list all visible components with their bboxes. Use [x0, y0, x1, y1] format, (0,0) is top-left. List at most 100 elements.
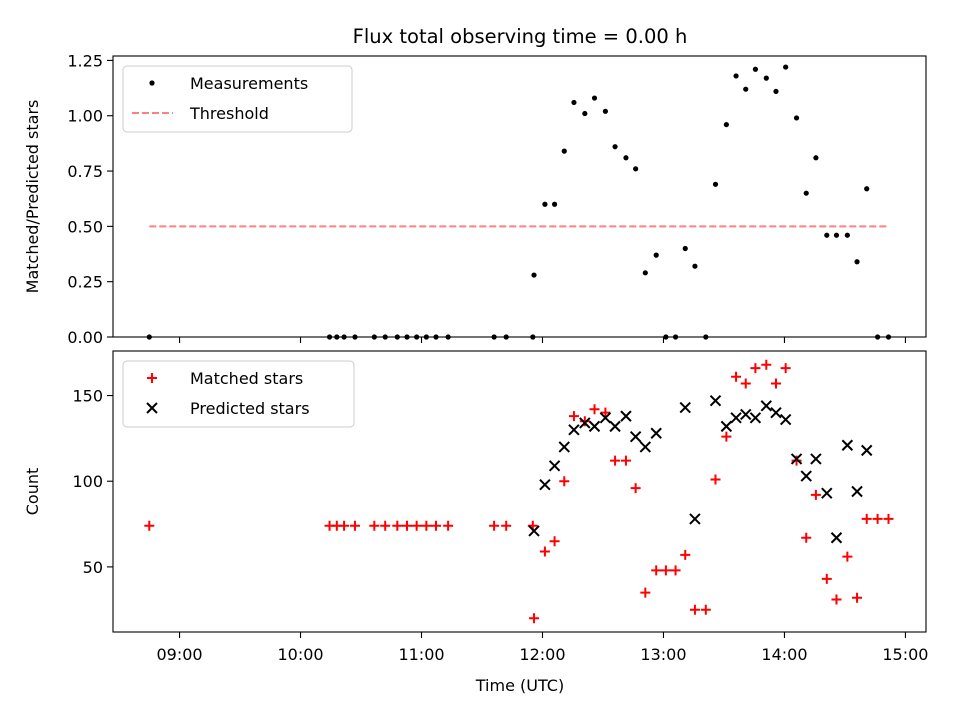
y-tick-label: 150: [72, 387, 103, 406]
top-panel: 0.00 0.25 0.50 0.75 1.00 1.25 Matched/Predicte…: [23, 51, 927, 347]
predicted-star-point: [548, 460, 561, 472]
matched-star-point: [392, 520, 403, 531]
matched-star-point: [610, 455, 621, 466]
matched-star-point: [651, 565, 662, 576]
measurement-point: [612, 144, 618, 150]
matched-star-point: [568, 411, 579, 422]
matched-star-point: [761, 359, 772, 370]
matched-star-point: [810, 489, 821, 500]
measurement-point: [743, 86, 749, 92]
x-tick-label: 13:00: [640, 645, 686, 664]
predicted-star-point: [709, 394, 722, 407]
predicted-star-point: [830, 532, 843, 544]
predicted-star-point: [639, 441, 652, 453]
matched-star-point: [421, 520, 432, 531]
measurement-point: [561, 148, 567, 154]
matched-star-point: [791, 455, 802, 466]
predicted-star-point: [779, 413, 792, 426]
measurement-point: [571, 99, 577, 106]
predicted-star-point: [579, 417, 591, 429]
legend-label: Predicted stars: [190, 399, 310, 418]
legend-label: Matched stars: [190, 369, 303, 388]
matched-star-point: [710, 474, 721, 485]
predicted-star-point: [800, 470, 812, 482]
matched-star-point: [411, 520, 422, 531]
measurement-point: [864, 186, 870, 192]
measurement-point: [582, 110, 588, 117]
matched-star-point: [731, 371, 742, 382]
axes-frame: [112, 55, 927, 338]
matched-star-point: [640, 587, 651, 598]
measurement-point: [653, 252, 659, 258]
matched-star-point: [539, 546, 550, 557]
measurement-point: [591, 95, 598, 101]
series-predicted-stars: [528, 394, 873, 544]
matched-star-point: [443, 520, 454, 531]
matched-star-point: [852, 592, 863, 603]
x-tick-label: 14:00: [761, 645, 807, 664]
measurement-point: [712, 181, 719, 187]
chart-title: Flux total observing time = 0.00 h: [353, 25, 688, 48]
x-tick-label: 12:00: [519, 645, 565, 664]
legend-label: Threshold: [189, 104, 269, 123]
predicted-star-point: [821, 487, 833, 499]
y-tick-label: 0.25: [67, 273, 103, 292]
measurement-point: [783, 64, 789, 70]
matched-star-point: [689, 604, 700, 615]
measurement-point: [602, 108, 608, 114]
predicted-star-point: [650, 427, 662, 439]
predicted-star-point: [720, 420, 733, 433]
measurement-point: [682, 245, 688, 252]
matched-star-point: [589, 404, 600, 415]
matched-star-point: [600, 407, 611, 418]
matched-star-point: [579, 416, 590, 427]
matched-star-point: [831, 594, 842, 605]
y-axis-label: Count: [23, 468, 42, 516]
predicted-star-point: [539, 478, 551, 491]
matched-star-point: [670, 565, 681, 576]
matched-star-point: [144, 520, 155, 531]
matched-star-point: [369, 520, 380, 531]
matched-star-point: [339, 520, 350, 531]
matched-star-point: [680, 549, 691, 560]
matched-star-point: [620, 455, 631, 466]
legend-matched-marker: [147, 373, 157, 383]
x-axis-label: Time (UTC): [475, 676, 564, 695]
x-tick-label: 10:00: [277, 645, 323, 664]
legend-label: Measurements: [190, 74, 308, 93]
matched-star-point: [380, 520, 391, 531]
matched-star-point: [821, 573, 832, 584]
measurement-point: [551, 201, 558, 207]
measurement-point: [531, 272, 537, 278]
matched-star-point: [740, 378, 751, 389]
measurement-point: [723, 121, 729, 128]
predicted-star-point: [568, 424, 580, 436]
bottom-panel: 50 100 150 09:00 10:00 11:00 12:00 13:00 14:00 15…: [23, 350, 928, 664]
matched-star-point: [401, 520, 412, 531]
matched-star-point: [529, 613, 540, 624]
x-tick-label: 15:00: [882, 645, 928, 664]
y-tick-label: 50: [83, 558, 103, 577]
predicted-star-point: [588, 420, 601, 433]
predicted-star-point: [841, 439, 854, 451]
y-tick-label: 0.50: [67, 217, 103, 236]
predicted-star-point: [689, 513, 701, 525]
matched-star-point: [700, 604, 711, 615]
measurement-point: [793, 115, 800, 121]
matched-star-point: [349, 520, 360, 531]
measurement-point: [752, 66, 759, 72]
matched-star-point: [559, 476, 570, 487]
matched-star-point: [780, 363, 791, 374]
predicted-star-point: [730, 412, 742, 424]
legend: Measurements Threshold: [122, 65, 353, 133]
measurement-point: [623, 155, 629, 161]
matched-star-point: [630, 483, 641, 494]
y-tick-label: 0.00: [67, 328, 103, 347]
predicted-star-point: [740, 408, 752, 421]
matched-star-point: [489, 520, 500, 531]
predicted-star-point: [599, 412, 612, 424]
measurement-point: [692, 263, 698, 269]
matched-star-point: [801, 532, 812, 543]
measurement-point: [813, 155, 819, 161]
